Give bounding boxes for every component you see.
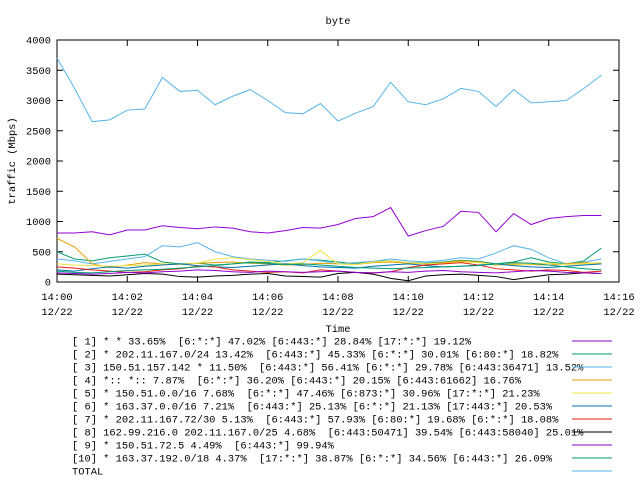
- y-tick-label: 4000: [26, 36, 51, 48]
- x-axis-label: Time: [326, 324, 351, 336]
- legend-label: [ 2] * 202.11.167.0/24 13.42% [6:443:*] …: [72, 350, 559, 362]
- legend-label: [ 8] 162.99.216.0 202.11.167.0/25 4.68% …: [72, 428, 584, 440]
- chart-title: byte: [326, 16, 351, 28]
- series-line: [56, 57, 602, 123]
- x-tick-label: 14:02 12/22: [112, 292, 143, 319]
- series-line: [56, 271, 602, 282]
- y-tick-label: 1000: [26, 217, 51, 229]
- series-line: [56, 262, 602, 274]
- x-tick-label: 14:08 12/22: [322, 292, 353, 319]
- x-tick-label: 14:06 12/22: [252, 292, 283, 319]
- y-tick-label: 1500: [26, 187, 51, 199]
- x-tick-label: 14:16 12/22: [603, 292, 634, 319]
- y-tick-label: 3500: [26, 66, 51, 78]
- legend-label: [10] * 163.37.192.0/18 4.37% [17:*:*] 38…: [72, 454, 553, 466]
- series-line: [56, 237, 602, 268]
- x-tick-label: 14:14 12/22: [533, 292, 564, 319]
- legend-label: [ 3] 150.51.157.142 * 11.50% [6:443:*] 5…: [72, 363, 584, 375]
- series-line: [56, 269, 602, 275]
- plot-border: [56, 39, 620, 283]
- series-line: [57, 206, 602, 237]
- y-axis-label: traffic (Mbps): [7, 117, 19, 204]
- series-line: [56, 263, 602, 272]
- series-line: [56, 262, 602, 274]
- y-tick-label: 2000: [26, 157, 51, 169]
- legend-label: [ 9] * 150.51.72.5 4.49% [6:443:*] 99.94…: [72, 441, 335, 453]
- y-tick-label: 3000: [26, 96, 51, 108]
- legend-label: [ 1] * * 33.65% [6:*:*] 47.02% [6:443:*]…: [72, 337, 472, 349]
- legend-label: [ 5] * 150.51.0.0/16 7.68% [6:*:*] 47.46…: [72, 389, 540, 401]
- x-tick-label: 14:00 12/22: [41, 292, 72, 319]
- x-tick-label: 14:12 12/22: [463, 292, 494, 319]
- legend-label: [ 4] *:: *:: 7.87% [6:*:*] 36.20% [6:443…: [72, 376, 522, 388]
- y-tick-label: 500: [32, 247, 51, 259]
- y-tick-label: 0: [45, 278, 51, 290]
- legend-label: TOTAL: [72, 467, 103, 479]
- x-tick-label: 14:04 12/22: [182, 292, 213, 319]
- legend-label: [ 7] * 202.11.167.72/30 5.13% [6:443:*] …: [72, 415, 559, 427]
- series-line: [56, 242, 602, 265]
- x-tick-label: 14:10 12/22: [393, 292, 424, 319]
- y-tick-label: 2500: [26, 126, 51, 138]
- legend-label: [ 6] * 163.37.0.0/16 7.21% [6:443:*] 25.…: [72, 402, 553, 414]
